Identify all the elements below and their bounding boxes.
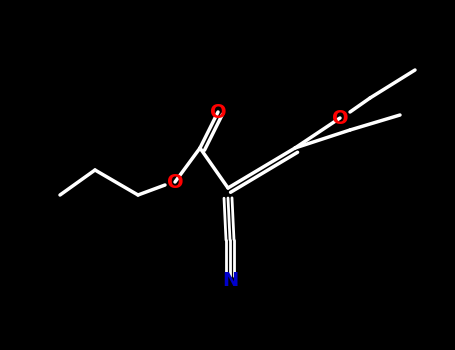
Text: O: O [167, 173, 183, 191]
Text: O: O [210, 103, 226, 121]
Text: O: O [332, 108, 349, 127]
Text: N: N [222, 271, 238, 289]
